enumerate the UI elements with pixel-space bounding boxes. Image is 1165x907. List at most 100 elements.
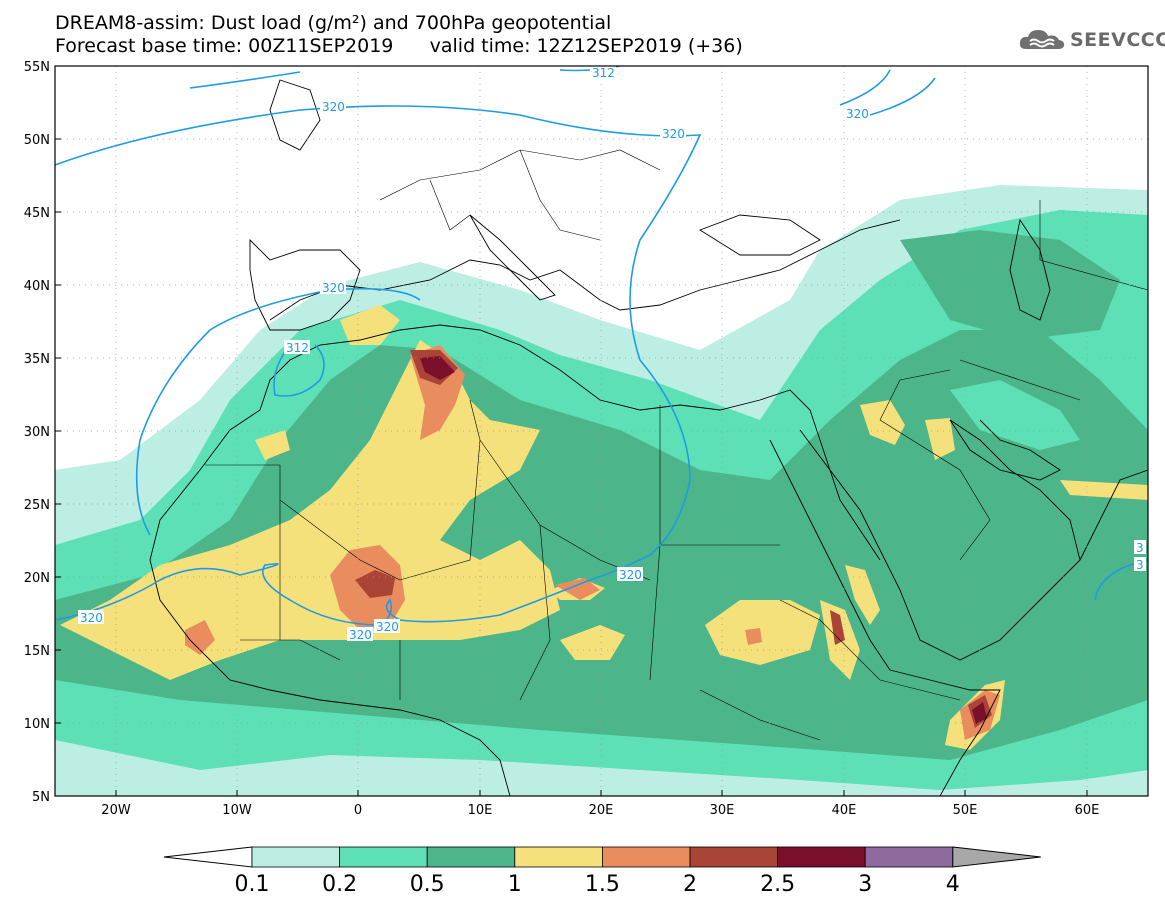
base-time: Forecast base time: 00Z11SEP2019 [55,35,394,57]
contour-line [273,344,325,397]
contour-label-bg [320,280,346,294]
coastline-horn [889,669,1001,796]
contour-label: 320 [349,628,372,642]
contour-label-bg [347,627,373,641]
contour-label: 320 [80,611,103,625]
border [1039,200,1148,291]
coastline-persian-gulf [949,419,1061,481]
lon-tick-label: 20W [101,803,131,818]
colorbar-label: 0.2 [322,872,357,897]
dust-band-2 [830,610,845,645]
lon-tick-label: 10W [222,803,252,818]
lon-tick-label: 40E [832,803,857,818]
dust-band-1 [705,600,820,665]
contour-labels: 320 320 320 320 320 320 312 312 320 320 … [78,66,1146,642]
contour-label-bg [78,610,104,624]
coastline-red-sea [769,439,891,671]
dust-band-1 [255,430,290,460]
dust-band-1 [560,625,625,660]
colorbar-label: 3 [858,872,872,897]
lat-axis: 55N 50N 45N 40N 35N 30N 25N 20N 15N 10N … [24,60,61,805]
coastline-gulf-guinea [149,559,511,796]
dust-field [55,185,1148,796]
contour-label: 320 [662,127,685,141]
contour-line [55,105,702,626]
contour-label-bg [660,126,686,140]
dust-band-1.5 [555,578,600,600]
contour-label: 312 [286,341,309,355]
dust-band-1.5 [745,628,762,645]
dust-band-1 [1060,480,1148,500]
cloud-icon [1019,30,1065,49]
valid-time: valid time: 12Z12SEP2019 (+36) [429,35,743,57]
contour-label: 312 [592,66,615,80]
coastlines [149,79,1148,796]
lat-tick-label: 35N [24,352,50,367]
colorbar-under-triangle [163,846,253,868]
contour-label: 3 [1136,541,1144,555]
contour-label-bg [320,99,346,113]
lon-axis: 20W 10W 0 10E 20E 30E 40E 50E 60E [101,790,1099,818]
coastline-uk [269,79,321,151]
border [240,639,341,661]
country-borders [205,149,1148,741]
seevccc-logo: SEEVCCC [1018,26,1165,54]
colorbar-segment [777,846,866,868]
contour-line [839,69,891,106]
dust-band-1 [845,565,880,625]
colorbar-label: 2.5 [760,872,795,897]
contour-label-bg [844,106,870,120]
lat-tick-label: 55N [24,60,50,75]
colorbar-segment [339,846,428,868]
lat-tick-label: 20N [24,571,50,586]
contour-line [869,77,936,116]
border [779,599,961,701]
dust-band-1 [925,418,955,460]
dust-band-1.5 [185,620,215,655]
lon-tick-label: 0 [354,803,362,818]
lat-tick-label: 50N [24,133,50,148]
colorbar-label: 4 [946,872,960,897]
lon-tick-label: 30E [710,803,735,818]
colorbar-segments [163,846,1041,868]
lat-tick-label: 10N [24,717,50,732]
contour-label-bg [1134,557,1146,571]
colorbar-label: 1.5 [585,872,620,897]
chart-title: DREAM8-assim: Dust load (g/m²) and 700hP… [55,12,612,34]
coastline-west-africa [149,324,881,561]
colorbar-segment [602,846,691,868]
coastline-italy [469,214,556,301]
colorbar-segment [426,846,516,868]
colorbar-segment [514,846,603,868]
border [429,179,471,231]
contour-label: 3 [1136,558,1144,572]
dust-band-1 [860,400,905,445]
gridlines [55,66,1148,796]
contour-label: 320 [846,107,869,121]
border [649,544,661,681]
lat-tick-label: 25N [24,498,50,513]
coastline-black-sea [698,214,821,256]
contour-label: 320 [322,281,345,295]
contour-label-bg [617,567,643,581]
lat-tick-label: 15N [24,644,50,659]
lon-tick-label: 60E [1075,803,1100,818]
contour-line [135,289,331,536]
dust-band-2.5 [972,702,987,724]
contour-label: 320 [376,620,399,634]
lat-tick-label: 45N [24,206,50,221]
coastline-iberia [249,238,361,331]
dust-band-0.5 [55,330,1148,760]
contour-line [189,71,301,89]
dust-band-1 [340,305,400,345]
contour-label-bg [374,619,400,633]
lon-tick-label: 50E [953,803,978,818]
contour-label: 320 [322,100,345,114]
border [519,524,551,701]
border [879,369,951,421]
lon-tick-label: 20E [589,803,614,818]
coastline-asia-east [1079,469,1148,561]
border [399,399,481,581]
colorbar-segment [864,846,954,868]
